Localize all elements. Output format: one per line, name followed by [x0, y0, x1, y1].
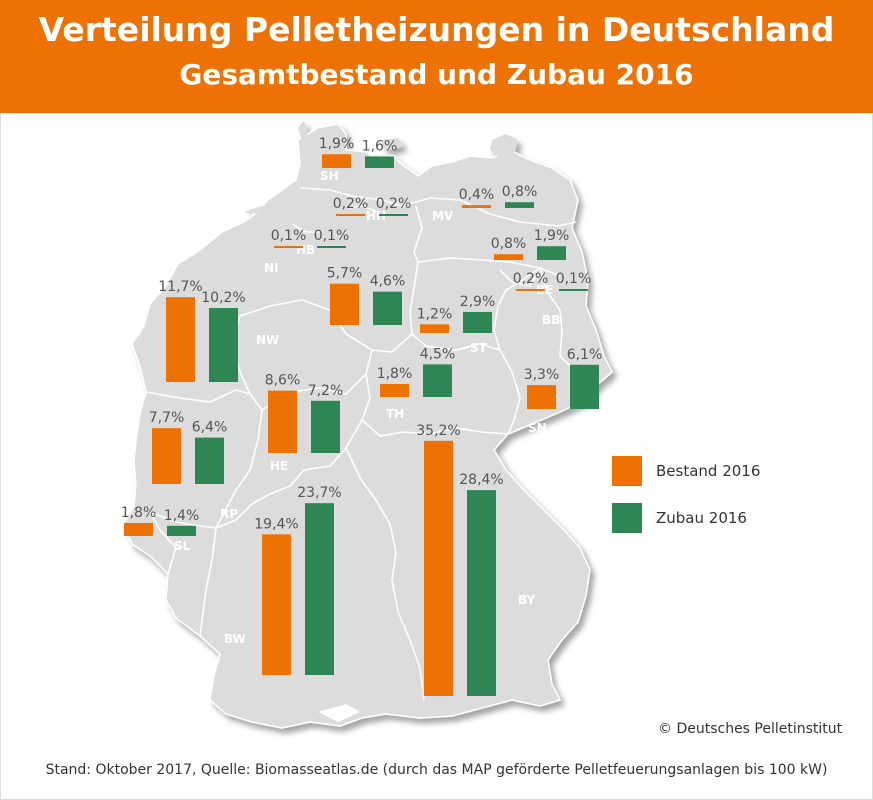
bar-bestand-sn [527, 385, 556, 409]
bar-bestand-bw [262, 534, 291, 675]
label-zubau-st: 2,9% [460, 294, 496, 310]
label-zubau-ni: 4,6% [370, 274, 406, 290]
state-label-sh: SH [320, 169, 339, 183]
page-title: Verteilung Pelletheizungen in Deutschlan… [38, 10, 835, 49]
bar-bestand-sl [124, 522, 153, 536]
label-zubau-bb: 1,9% [534, 228, 570, 244]
header-banner: Verteilung Pelletheizungen in Deutschlan… [0, 0, 873, 113]
state-label-sl: SL [174, 539, 191, 553]
page-subtitle: Gesamtbestand und Zubau 2016 [179, 58, 694, 91]
label-zubau-mv: 0,8% [502, 184, 538, 200]
legend-bestand-swatch [612, 456, 642, 486]
state-label-bw: BW [224, 632, 246, 646]
state-label-st: ST [470, 341, 488, 355]
bar-bestand-ni [330, 283, 359, 325]
source-footer: Stand: Oktober 2017, Quelle: Biomasseatl… [45, 762, 828, 778]
state-borders [145, 187, 577, 701]
state-label-nw: NW [256, 333, 279, 347]
bar-bestand-rp [152, 428, 181, 484]
label-bestand-sh: 1,9% [319, 136, 355, 152]
bar-zubau-hh [379, 214, 408, 216]
bar-bestand-nw [166, 297, 195, 382]
state-label-ni: NI [264, 261, 279, 275]
label-bestand-rp: 7,7% [149, 410, 185, 426]
label-bestand-be: 0,2% [513, 271, 549, 287]
label-bestand-th: 1,8% [377, 366, 413, 382]
state-label-th: TH [386, 407, 404, 421]
state-label-rp: RP [220, 507, 238, 521]
label-bestand-bw: 19,4% [254, 516, 298, 532]
label-bestand-mv: 0,4% [459, 187, 495, 203]
bar-zubau-sh [365, 156, 394, 168]
label-bestand-st: 1,2% [417, 306, 453, 322]
label-zubau-sh: 1,6% [362, 138, 398, 154]
lake-constance [318, 704, 360, 722]
label-bestand-sl: 1,8% [121, 505, 157, 521]
state-label-he: HE [270, 459, 288, 473]
legend-zubau-label: Zubau 2016 [656, 509, 747, 527]
bar-zubau-sl [167, 525, 196, 536]
label-zubau-he: 7,2% [308, 383, 344, 399]
bar-bestand-hh [336, 214, 365, 216]
bar-bestand-by [424, 440, 453, 696]
legend-zubau-swatch [612, 503, 642, 533]
bar-zubau-he [311, 400, 340, 453]
label-bestand-by: 35,2% [416, 423, 460, 439]
label-zubau-be: 0,1% [556, 271, 592, 287]
label-zubau-sl: 1,4% [164, 508, 200, 524]
bars-layer: 1,9% 1,6% 0,2% 0,2% 0,4% 0,8% 0,1% 0,1% 5,7% 4,6%… [121, 136, 603, 696]
island-ruegen [490, 134, 518, 158]
bar-zubau-bb [537, 246, 566, 260]
bar-zubau-rp [195, 437, 224, 484]
label-bestand-sn: 3,3% [524, 367, 560, 383]
bar-bestand-sh [322, 154, 351, 168]
island-east-frisian [244, 206, 280, 214]
bar-bestand-hb [274, 246, 303, 248]
label-bestand-hb: 0,1% [271, 228, 307, 244]
legend-bestand-label: Bestand 2016 [656, 462, 761, 480]
label-bestand-he: 8,6% [265, 373, 301, 389]
label-zubau-nw: 10,2% [201, 290, 245, 306]
state-label-by: BY [518, 593, 535, 607]
label-bestand-nw: 11,7% [158, 279, 202, 295]
bar-zubau-be [559, 289, 588, 291]
bar-bestand-he [268, 390, 297, 453]
bar-bestand-st [420, 324, 449, 333]
state-label-hh: HH [366, 209, 386, 223]
copyright-notice: © Deutsches Pelletinstitut [658, 721, 843, 737]
state-label-hb: HB [296, 243, 315, 257]
label-bestand-hh: 0,2% [333, 196, 369, 212]
label-zubau-sn: 6,1% [567, 347, 603, 363]
bar-zubau-st [463, 311, 492, 333]
bar-bestand-th [380, 383, 409, 397]
label-zubau-hb: 0,1% [314, 228, 350, 244]
state-label-sn: SN [528, 421, 547, 435]
bar-zubau-by [467, 490, 496, 696]
bar-bestand-mv [462, 205, 491, 208]
label-bestand-bb: 0,8% [491, 236, 527, 252]
bar-zubau-th [423, 364, 452, 397]
state-label-bb: BB [542, 313, 560, 327]
bar-zubau-mv [505, 202, 534, 208]
label-zubau-rp: 6,4% [192, 420, 228, 436]
bar-zubau-nw [209, 308, 238, 382]
bar-zubau-sn [570, 364, 599, 409]
label-zubau-by: 28,4% [459, 472, 503, 488]
label-zubau-th: 4,5% [420, 346, 456, 362]
state-label-mv: MV [432, 209, 454, 223]
bar-bestand-bb [494, 254, 523, 260]
label-bestand-ni: 5,7% [327, 266, 363, 282]
bar-zubau-bw [305, 503, 334, 675]
bar-zubau-hb [317, 246, 346, 248]
label-zubau-hh: 0,2% [376, 196, 412, 212]
bar-zubau-ni [373, 291, 402, 325]
island-fehmarn [382, 138, 404, 150]
island-sylt [298, 120, 308, 140]
bar-bestand-be [516, 289, 545, 291]
label-zubau-bw: 23,7% [297, 485, 341, 501]
